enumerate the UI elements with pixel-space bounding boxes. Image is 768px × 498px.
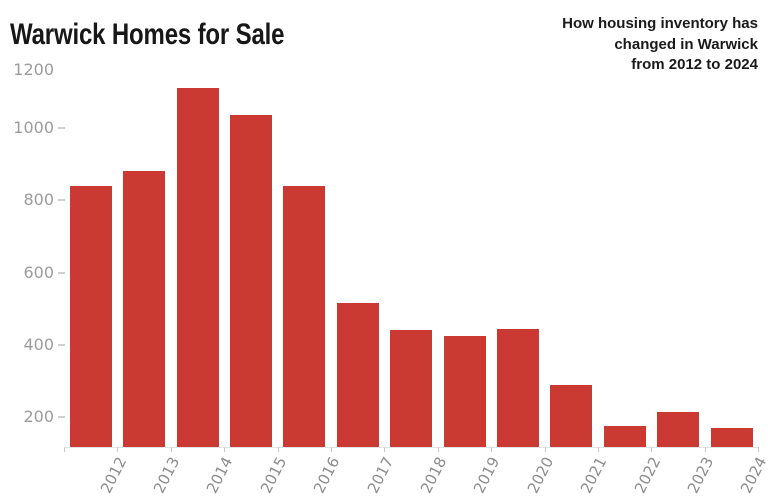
y-tick-mark (58, 272, 65, 274)
x-tick-mark (437, 447, 439, 452)
bar (336, 303, 379, 447)
bar (176, 88, 219, 447)
x-tick-mark (704, 447, 706, 452)
bar (496, 328, 539, 447)
chart-title: Warwick Homes for Sale (10, 18, 285, 51)
y-tick-label: 1200 (13, 60, 54, 79)
x-tick-label: 2016 (309, 454, 344, 497)
bar (657, 411, 700, 447)
y-tick-label: 1000 (13, 118, 54, 137)
bar (283, 185, 326, 447)
y-tick-label: 200 (23, 407, 54, 426)
x-tick-label: 2019 (470, 454, 504, 497)
y-tick-mark (58, 199, 65, 201)
x-tick-mark (170, 447, 172, 452)
subtitle-line-3: from 2012 to 2024 (631, 56, 758, 73)
bar (550, 384, 593, 447)
x-tick-label: 2023 (683, 454, 718, 497)
x-tick-mark (491, 447, 493, 452)
y-tick-label: 800 (23, 190, 54, 209)
x-tick-mark (64, 447, 65, 452)
x-tick-label: 2021 (576, 454, 611, 497)
x-tick-label: 2020 (523, 454, 557, 497)
y-tick-mark (58, 416, 65, 418)
chart-subtitle: How housing inventory has changed in War… (562, 14, 758, 76)
x-tick-label: 2012 (96, 454, 130, 497)
bar (69, 185, 112, 447)
x-tick-label: 2015 (256, 454, 290, 497)
subtitle-line-2: changed in Warwick (614, 35, 758, 53)
subtitle-line-1: How housing inventory has (562, 15, 758, 32)
x-tick-label: 2022 (630, 454, 664, 497)
y-tick-label: 400 (23, 335, 54, 354)
x-tick-mark (651, 447, 653, 452)
x-axis-baseline (64, 447, 760, 448)
y-tick-label: 600 (23, 263, 54, 282)
x-tick-label: 2017 (363, 454, 397, 497)
bar (710, 427, 753, 447)
x-tick-mark (224, 447, 226, 452)
bar (123, 171, 166, 447)
x-tick-mark (277, 447, 279, 452)
x-tick-label: 2013 (149, 454, 184, 497)
x-tick-mark (544, 447, 546, 452)
bar (443, 335, 486, 447)
x-tick-mark (117, 447, 119, 452)
x-tick-label: 2018 (416, 454, 451, 497)
y-tick-mark (58, 344, 65, 346)
x-tick-label: 2024 (737, 454, 768, 497)
bar (603, 426, 646, 447)
bar (229, 115, 272, 447)
x-tick-mark (758, 447, 760, 452)
x-tick-mark (331, 447, 332, 452)
x-tick-label: 2014 (203, 454, 237, 497)
y-tick-mark (58, 127, 65, 129)
bar (390, 330, 433, 447)
x-tick-mark (384, 447, 386, 452)
x-tick-mark (598, 447, 599, 452)
